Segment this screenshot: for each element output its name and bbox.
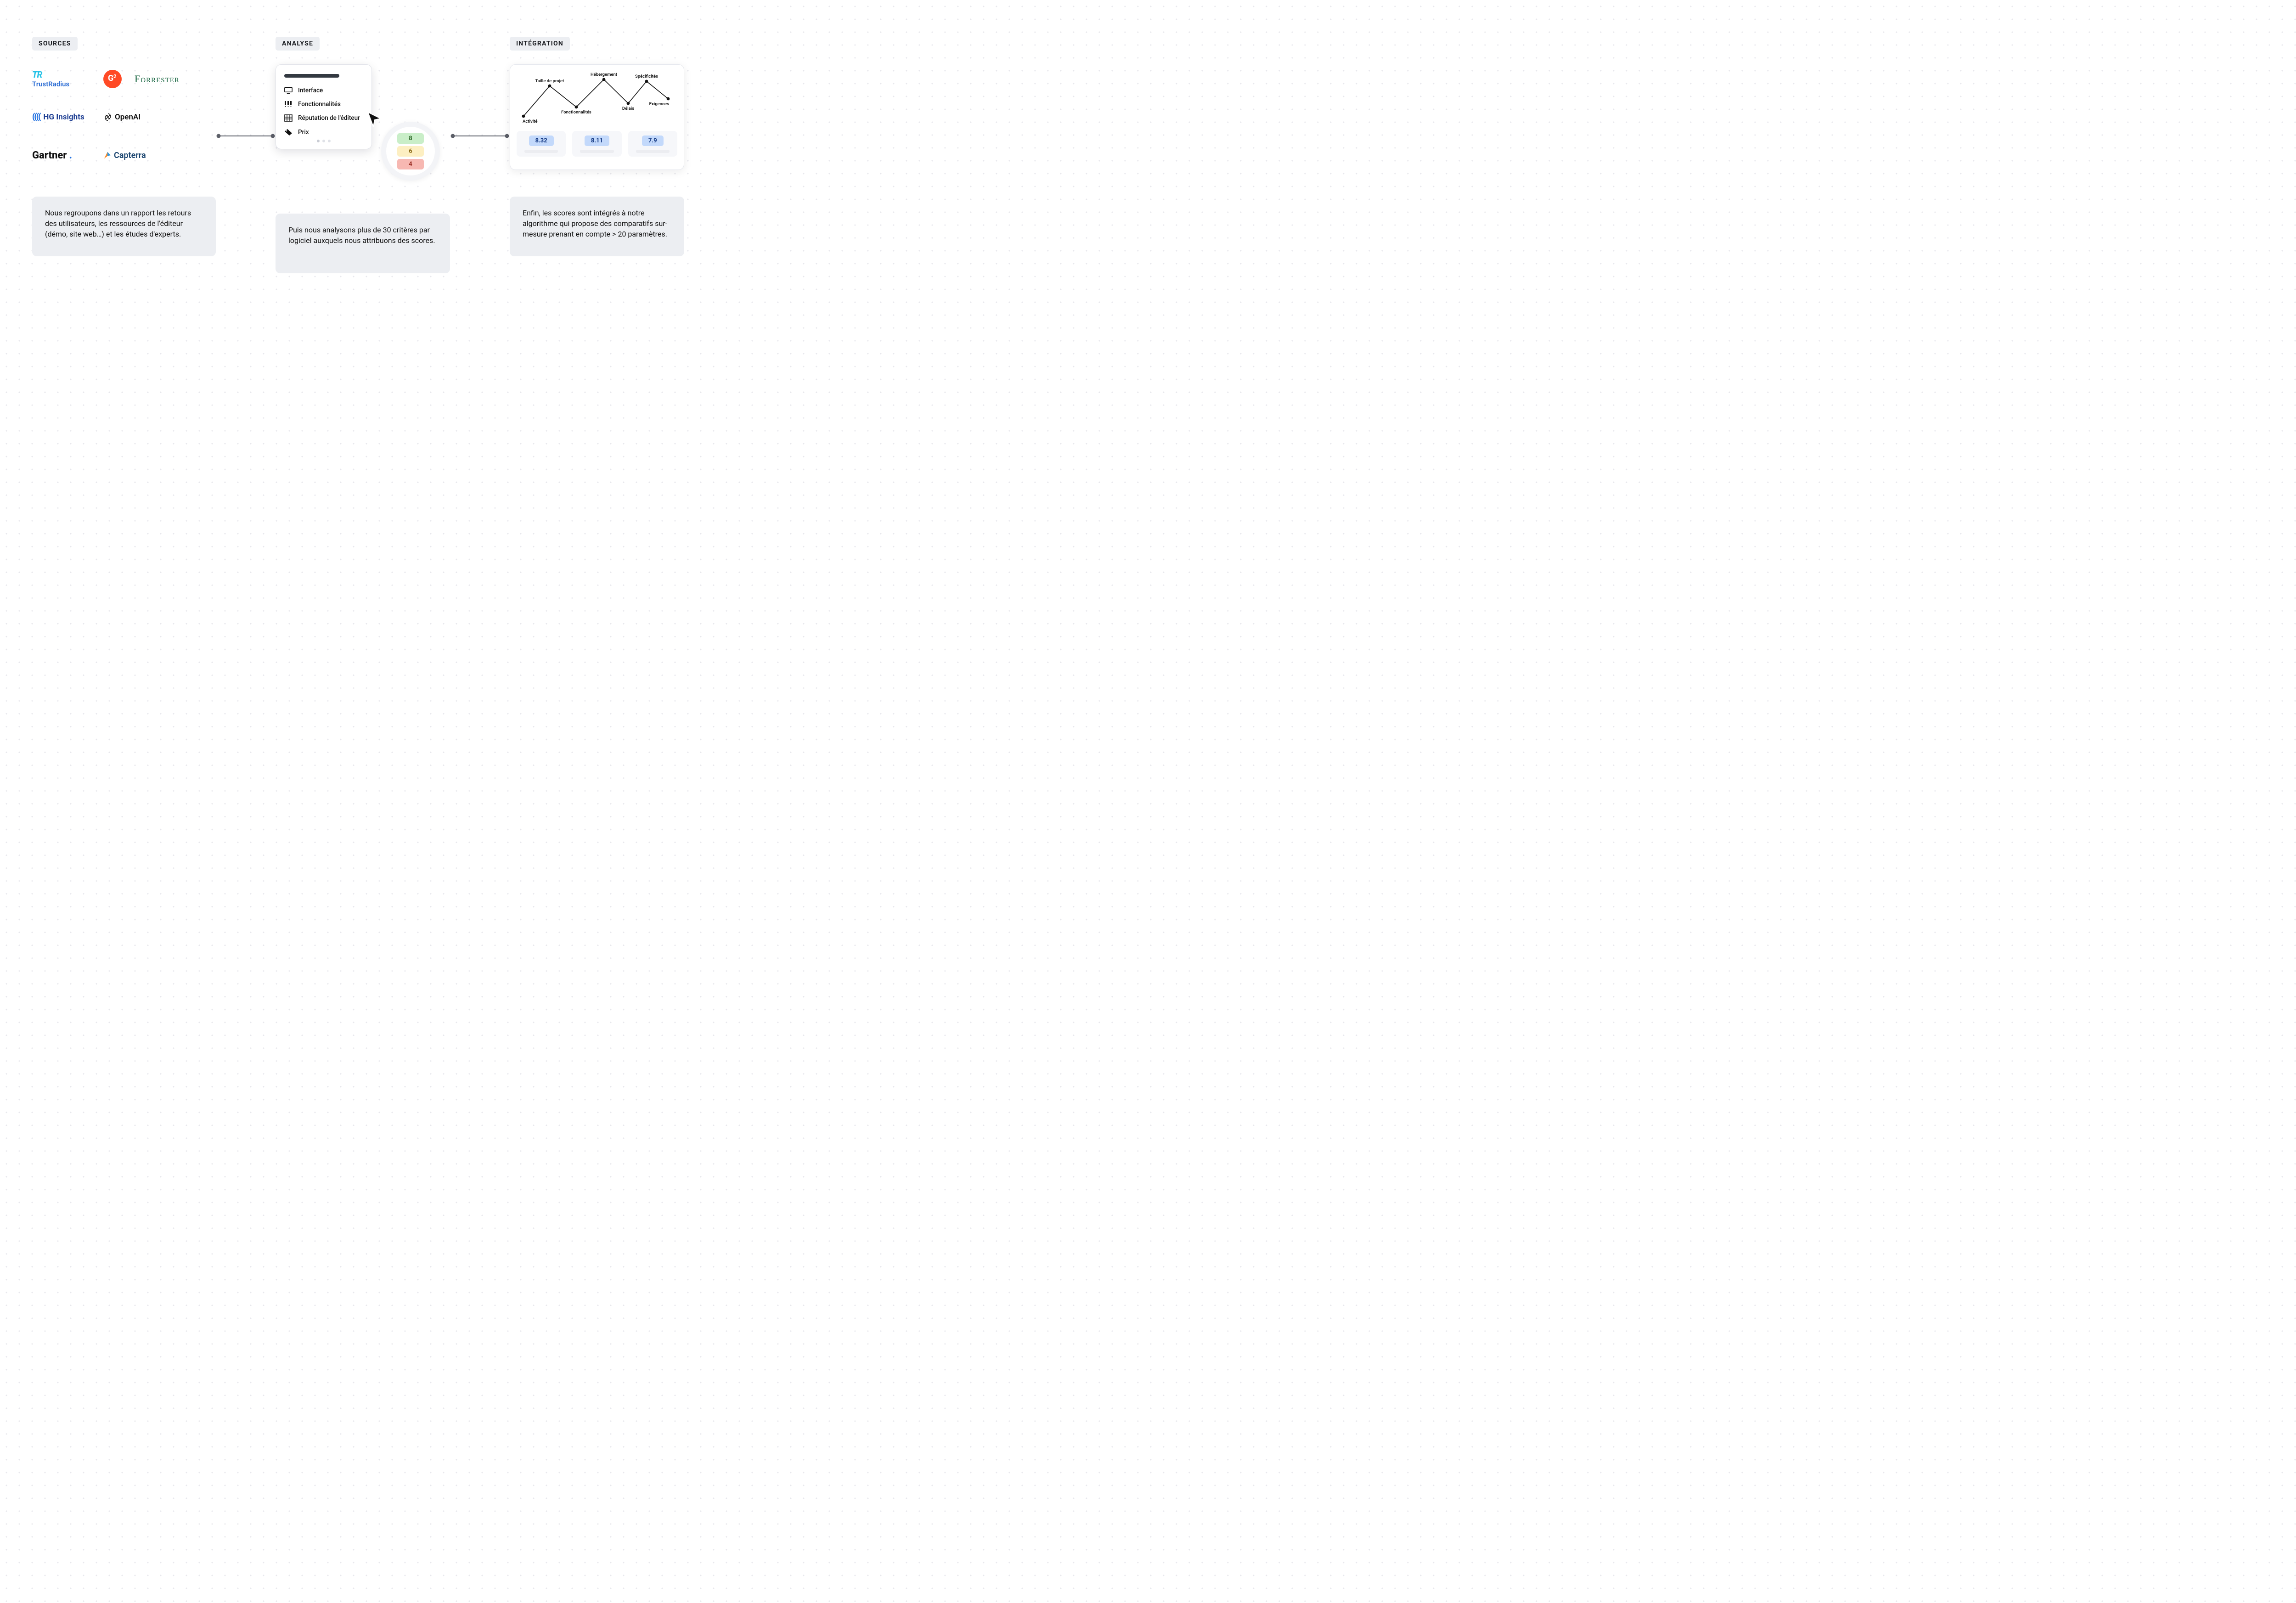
logo-g2 bbox=[103, 70, 122, 88]
svg-text:Taille de projet: Taille de projet bbox=[535, 79, 564, 84]
result-bar bbox=[580, 150, 613, 153]
capterra-arrow-icon bbox=[103, 151, 112, 159]
result-box-1: 8.32 bbox=[517, 131, 566, 157]
analyse-tag: ANALYSE bbox=[276, 37, 320, 51]
sources-description: Nous regroupons dans un rapport les reto… bbox=[32, 197, 216, 256]
results-row: 8.32 8.11 7.9 bbox=[517, 131, 677, 157]
criterion-interface-label: Interface bbox=[298, 87, 323, 94]
logo-g2-forrester-group: Forrester bbox=[103, 70, 216, 88]
criterion-prix-label: Prix bbox=[298, 129, 309, 136]
sources-logos: TR TrustRadius Forrester (((( HG Insight… bbox=[32, 64, 216, 170]
integration-description: Enfin, les scores sont intégrés à notre … bbox=[510, 197, 684, 256]
openai-name: OpenAI bbox=[115, 113, 141, 122]
gartner-name: Gartner bbox=[32, 150, 67, 161]
logo-openai: OpenAI bbox=[103, 113, 216, 122]
result-box-3: 7.9 bbox=[628, 131, 677, 157]
integration-column: INTÉGRATION Activité Taille de projet Fonc… bbox=[510, 37, 684, 256]
logo-hginsights: (((( HG Insights bbox=[32, 112, 94, 122]
dot-3 bbox=[328, 140, 331, 142]
logo-forrester: Forrester bbox=[135, 73, 180, 85]
analyse-description: Puis nous analysons plus de 30 critères … bbox=[276, 214, 450, 273]
monitor-icon bbox=[284, 87, 293, 94]
integration-card: Activité Taille de projet Fonctionnalités H… bbox=[510, 64, 684, 170]
score-mid: 6 bbox=[397, 146, 424, 157]
card-title-bar bbox=[284, 74, 339, 78]
criterion-fonctionnalites: Fonctionnalités bbox=[284, 101, 363, 108]
logo-capterra: Capterra bbox=[103, 151, 216, 160]
sources-column: SOURCES TR TrustRadius Forrester (((( HG… bbox=[32, 37, 216, 256]
capterra-name: Capterra bbox=[114, 151, 146, 160]
svg-text:Délais: Délais bbox=[622, 106, 634, 111]
criterion-reputation-label: Réputation de l'éditeur bbox=[298, 114, 360, 122]
openai-swirl-icon bbox=[103, 113, 113, 122]
trustradius-name: TrustRadius bbox=[32, 80, 69, 88]
criterion-interface: Interface bbox=[284, 87, 363, 94]
grid-icon bbox=[284, 114, 293, 122]
gartner-dot: . bbox=[69, 150, 72, 161]
criterion-fonctionnalites-label: Fonctionnalités bbox=[298, 101, 341, 108]
result-score-1: 8.32 bbox=[529, 135, 554, 146]
tag-icon bbox=[284, 129, 293, 136]
cursor-icon bbox=[365, 110, 383, 129]
hginsights-wave-icon: (((( bbox=[32, 112, 40, 122]
connector-sources-analyse bbox=[216, 133, 276, 139]
result-bar bbox=[636, 150, 670, 153]
integration-tag: INTÉGRATION bbox=[510, 37, 570, 51]
logo-trustradius: TR TrustRadius bbox=[32, 69, 94, 88]
card-pagination-dots bbox=[284, 140, 363, 142]
criterion-reputation: Réputation de l'éditeur bbox=[284, 114, 363, 122]
sources-tag: SOURCES bbox=[32, 37, 78, 51]
score-low: 4 bbox=[397, 159, 424, 169]
process-row: SOURCES TR TrustRadius Forrester (((( HG… bbox=[32, 37, 694, 273]
result-bar bbox=[524, 150, 558, 153]
score-high: 8 bbox=[397, 133, 424, 144]
analyse-column: ANALYSE Interface Fonctionnalités Réputa… bbox=[276, 37, 450, 273]
dot-2 bbox=[322, 140, 325, 142]
svg-text:Activité: Activité bbox=[523, 119, 538, 124]
criteria-card: Interface Fonctionnalités Réputation de … bbox=[276, 64, 372, 149]
result-score-3: 7.9 bbox=[642, 135, 664, 146]
svg-text:Exigences: Exigences bbox=[649, 102, 670, 107]
result-box-2: 8.11 bbox=[572, 131, 621, 157]
svg-text:Spécificités: Spécificités bbox=[635, 74, 658, 79]
scores-circle: 8 6 4 bbox=[381, 122, 440, 181]
dot-1 bbox=[317, 140, 320, 142]
connector-analyse-integration bbox=[450, 133, 510, 139]
sliders-icon bbox=[284, 101, 293, 108]
hginsights-name: HG Insights bbox=[43, 113, 84, 122]
parameters-zigzag-chart: Activité Taille de projet Fonctionnalités H… bbox=[517, 71, 677, 126]
analyse-stage: Interface Fonctionnalités Réputation de … bbox=[276, 64, 450, 191]
svg-text:Fonctionnalités: Fonctionnalités bbox=[561, 110, 591, 115]
criterion-prix: Prix bbox=[284, 129, 363, 136]
result-score-2: 8.11 bbox=[585, 135, 609, 146]
logo-gartner: Gartner. bbox=[32, 150, 94, 161]
svg-text:Hébergement: Hébergement bbox=[591, 72, 617, 77]
trustradius-mark: TR bbox=[32, 69, 42, 80]
